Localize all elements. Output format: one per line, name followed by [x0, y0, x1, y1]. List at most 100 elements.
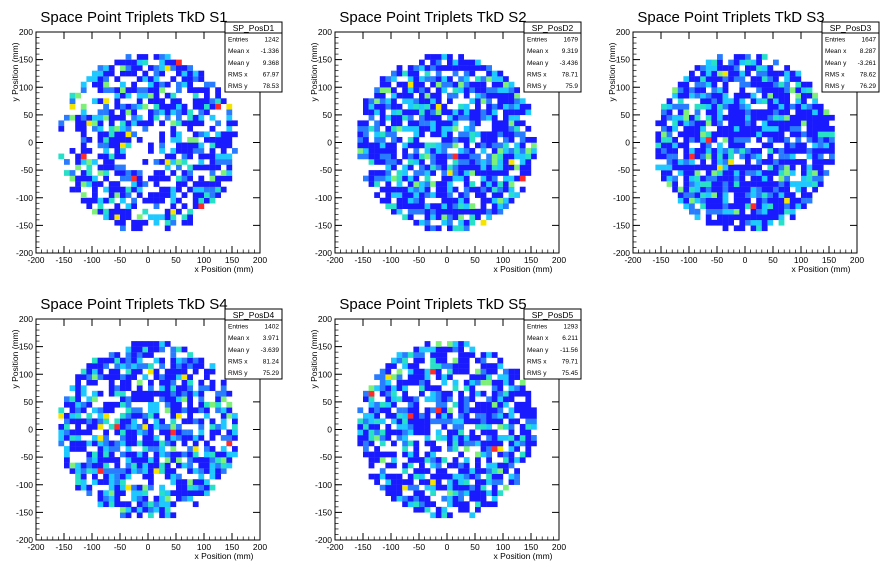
heatmap-cell	[142, 473, 149, 480]
heatmap-cell	[514, 368, 520, 375]
y-tick-label: 150	[616, 55, 630, 65]
heatmap-cell	[447, 495, 453, 502]
heatmap-cell	[385, 81, 392, 88]
heatmap-cell	[379, 451, 386, 458]
x-tick-label: -50	[711, 255, 724, 265]
heatmap-cell	[480, 363, 487, 369]
heatmap-cell	[829, 136, 835, 143]
heatmap-cell	[198, 473, 205, 480]
heatmap-cell	[789, 164, 796, 171]
heatmap-cell	[778, 175, 785, 182]
heatmap-cell	[368, 181, 375, 187]
heatmap-cell	[784, 164, 790, 171]
heatmap-cell	[452, 490, 459, 496]
y-tick-label: -200	[16, 535, 33, 545]
heatmap-cell	[430, 352, 436, 358]
heatmap-cell	[424, 368, 431, 375]
heatmap-cell	[452, 429, 459, 436]
heatmap-cell	[131, 87, 137, 93]
heatmap-cell	[700, 81, 706, 88]
heatmap-cell	[447, 203, 453, 209]
heatmap-cell	[435, 148, 442, 154]
heatmap-cell	[475, 164, 481, 171]
heatmap-cell	[508, 412, 515, 419]
heatmap-cell	[491, 197, 498, 204]
heatmap-cell	[153, 214, 160, 221]
heatmap-cell	[733, 76, 740, 82]
heatmap-cell	[666, 125, 673, 132]
heatmap-cell	[407, 203, 414, 209]
heatmap-cell	[694, 125, 701, 132]
y-tick-label: -100	[16, 480, 33, 490]
heatmap-cell	[750, 109, 757, 116]
heatmap-cell	[447, 114, 453, 121]
heatmap-cell	[419, 490, 425, 496]
heatmap-cell	[817, 181, 824, 187]
heatmap-cell	[396, 374, 403, 380]
heatmap-cell	[153, 197, 160, 204]
heatmap-cell	[75, 435, 81, 441]
stats-row-label: RMS y	[228, 370, 248, 377]
heatmap-cell	[447, 407, 453, 414]
heatmap-cell	[148, 379, 154, 386]
heatmap-cell	[148, 76, 154, 82]
heatmap-cell	[486, 197, 492, 204]
heatmap-cell	[159, 98, 165, 105]
heatmap-cell	[97, 435, 104, 441]
heatmap-cell	[92, 120, 98, 127]
heatmap-cell	[164, 175, 171, 182]
heatmap-cell	[497, 181, 504, 187]
heatmap-cell	[114, 87, 121, 93]
stats-row-value: -3.639	[261, 347, 280, 354]
y-tick-label: -150	[315, 507, 332, 517]
heatmap-cell	[756, 164, 762, 171]
heatmap-cell	[677, 81, 684, 88]
heatmap-cell	[120, 512, 126, 519]
heatmap-cell	[733, 148, 740, 154]
y-tick-label: 0	[28, 138, 33, 148]
heatmap-cell	[413, 423, 420, 430]
heatmap-cell	[486, 87, 492, 93]
heatmap-cell	[413, 396, 420, 403]
heatmap-cell	[226, 142, 233, 149]
heatmap-cell	[525, 418, 532, 425]
heatmap-cell	[80, 136, 87, 143]
heatmap-cell	[508, 479, 515, 485]
heatmap-cell	[773, 70, 779, 77]
heatmap-cell	[125, 175, 132, 182]
heatmap-cell	[508, 451, 515, 458]
heatmap-cell	[789, 125, 796, 132]
heatmap-cell	[413, 65, 420, 71]
heatmap-cell	[120, 225, 126, 232]
heatmap-cell	[181, 379, 188, 386]
heatmap-cell	[136, 54, 143, 60]
heatmap-cell	[823, 125, 830, 132]
heatmap-cell	[176, 451, 182, 458]
heatmap-cell	[469, 186, 476, 193]
heatmap-cell	[120, 418, 126, 425]
heatmap-cell	[114, 495, 121, 502]
heatmap-cell	[424, 341, 431, 347]
heatmap-cell	[655, 164, 662, 171]
heatmap-cell	[767, 103, 774, 110]
heatmap-cell	[142, 363, 149, 369]
heatmap-cell	[435, 462, 442, 469]
heatmap-cell	[733, 214, 740, 221]
heatmap-cell	[525, 446, 532, 452]
heatmap-cell	[368, 175, 375, 182]
heatmap-cell	[103, 495, 109, 502]
heatmap-cell	[402, 87, 408, 93]
heatmap-cell	[159, 429, 165, 436]
heatmap-cell	[756, 214, 762, 221]
heatmap-cell	[192, 490, 199, 496]
heatmap-cell	[475, 435, 481, 441]
x-axis-label: x Position (mm)	[791, 264, 850, 274]
heatmap-cell	[120, 197, 126, 204]
heatmap-cell	[419, 501, 425, 508]
heatmap-cell	[801, 159, 807, 165]
heatmap-cell	[396, 357, 403, 364]
heatmap-cell	[363, 103, 369, 110]
heatmap-cell	[812, 153, 818, 160]
heatmap-cell	[379, 76, 386, 82]
heatmap-cell	[204, 181, 210, 187]
